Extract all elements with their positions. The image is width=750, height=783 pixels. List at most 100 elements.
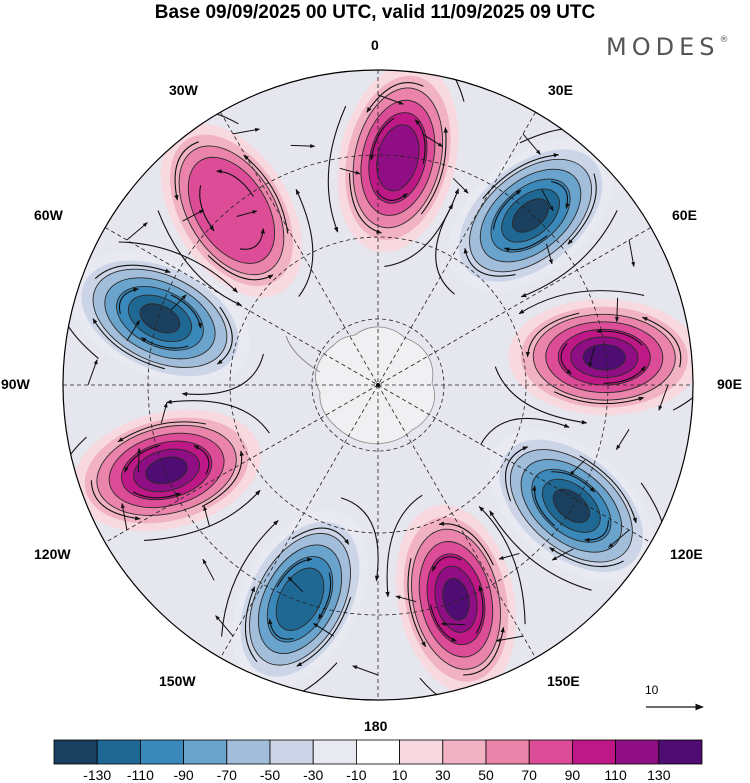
- colorbar-swatch: [269, 739, 314, 765]
- chart-title: Base 09/09/2025 00 UTC, valid 11/09/2025…: [154, 2, 596, 23]
- streamline: [658, 384, 669, 411]
- streamline: [419, 677, 502, 700]
- streamline: [63, 269, 99, 360]
- streamline: [120, 503, 128, 531]
- streamline: [287, 576, 304, 593]
- colorbar-tick-label: -90: [173, 767, 194, 783]
- streamline: [525, 312, 580, 358]
- streamline: [498, 553, 520, 560]
- streamline: [452, 177, 469, 194]
- streamline: [144, 489, 261, 541]
- colorbar-tick-label: 130: [647, 767, 671, 783]
- colorbar-tick-label: -70: [216, 767, 237, 783]
- streamline: [496, 635, 524, 643]
- colorbar-tick-label: 110: [604, 767, 627, 783]
- label-30w: 30W: [169, 82, 198, 98]
- streamline: [463, 626, 505, 676]
- colorbar-tick-label: -110: [126, 767, 154, 783]
- streamline: [480, 417, 570, 445]
- label-150e: 150E: [547, 673, 580, 689]
- map-disc: [63, 70, 693, 700]
- label-120e: 120E: [670, 546, 703, 562]
- streamline: [118, 241, 238, 293]
- streamline: [327, 105, 347, 233]
- streamline: [603, 365, 646, 384]
- streamline: [377, 94, 404, 105]
- streamline: [348, 173, 383, 234]
- streamline: [236, 210, 258, 217]
- anomaly-contour: [275, 567, 325, 631]
- colorbar-swatch: [485, 739, 530, 765]
- streamline: [478, 506, 526, 625]
- streamline: [369, 117, 395, 161]
- anomaly-lobe-1: [508, 299, 693, 416]
- colorbar-swatch: [658, 739, 703, 765]
- colorbar-tick-label: -50: [259, 767, 281, 783]
- streamline: [395, 595, 417, 603]
- streamline: [385, 494, 423, 598]
- streamline: [672, 335, 693, 411]
- streamline: [243, 154, 289, 234]
- label-60w: 60W: [34, 207, 63, 223]
- streamline: [463, 247, 516, 277]
- streamline: [422, 133, 444, 148]
- colorbar-tick-label: -30: [303, 767, 324, 783]
- modes-logo: MODES®: [606, 33, 728, 61]
- colorbar-swatch: [312, 739, 357, 765]
- streamline: [584, 520, 609, 543]
- streamline: [160, 402, 168, 424]
- streamline: [239, 228, 266, 250]
- reference-vector-label: 10: [645, 683, 659, 697]
- streamline: [203, 505, 210, 527]
- streamline: [397, 70, 465, 102]
- colorbar-swatch: [226, 739, 271, 765]
- streamline: [553, 391, 645, 405]
- label-30e: 30E: [548, 82, 573, 98]
- streamline: [94, 264, 171, 280]
- logo-mark: ®: [719, 35, 729, 45]
- colorbar-swatch: [442, 739, 487, 765]
- colorbar-tick-label: -130: [83, 767, 112, 783]
- streamline: [641, 316, 682, 368]
- streamline: [551, 181, 570, 210]
- streamline: [170, 294, 187, 311]
- streamline: [87, 359, 98, 386]
- colorbar-swatch: [399, 739, 444, 765]
- streamline: [567, 173, 597, 245]
- streamline: [560, 343, 572, 375]
- label-180: 180: [364, 718, 388, 734]
- streamline: [140, 337, 189, 349]
- map-boundary: [62, 69, 694, 701]
- anomaly-lobe-4: [231, 510, 369, 689]
- streamline: [407, 558, 427, 648]
- streamline: [440, 621, 466, 626]
- streamline: [137, 447, 142, 473]
- anomaly-fields: [69, 70, 693, 694]
- streamline: [522, 133, 541, 155]
- label-60e: 60E: [672, 207, 697, 223]
- colorbar-swatch: [355, 739, 400, 765]
- streamline: [420, 127, 449, 215]
- streamline: [595, 328, 643, 346]
- streamline: [201, 450, 245, 508]
- colorbar-tick-label: 30: [435, 767, 451, 783]
- streamline: [431, 556, 462, 572]
- antarctica-landmass: [285, 326, 435, 444]
- streamline: [579, 455, 637, 524]
- streamline: [290, 144, 316, 149]
- label-90e: 90E: [717, 376, 742, 392]
- streamline: [207, 254, 274, 281]
- streamline: [276, 557, 313, 588]
- streamline: [376, 190, 408, 201]
- streamline: [352, 665, 379, 676]
- streamline: [339, 167, 361, 175]
- streamline: [126, 222, 148, 241]
- streamline: [569, 459, 586, 476]
- streamline: [166, 399, 270, 434]
- streamline: [494, 366, 588, 425]
- streamline: [503, 235, 548, 252]
- anomaly-lobe-5: [72, 409, 261, 532]
- label-0: 0: [371, 37, 379, 53]
- streamline: [232, 127, 260, 135]
- colorbar-tick-label: 10: [391, 767, 408, 783]
